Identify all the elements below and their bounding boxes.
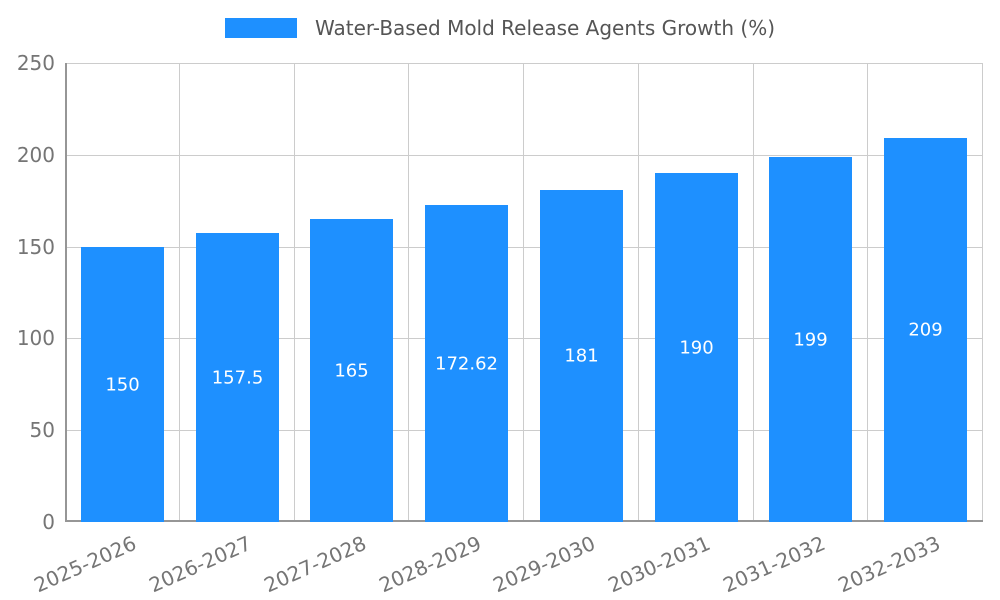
gridline-vertical xyxy=(638,63,639,522)
plot-area: 150 157.5 165 172.62 181 190 199 209 xyxy=(65,63,983,522)
bar: 157.5 xyxy=(196,233,279,522)
x-tick-label: 2030-2031 xyxy=(604,531,714,598)
bar-value-label: 190 xyxy=(679,337,714,358)
x-tick-label: 2026-2027 xyxy=(145,531,255,598)
y-tick-label: 250 xyxy=(16,51,55,75)
legend-swatch xyxy=(224,18,297,38)
gridline-vertical xyxy=(523,63,524,522)
x-tick-label: 2031-2032 xyxy=(719,531,829,598)
x-tick-label: 2025-2026 xyxy=(30,531,140,598)
gridline-horizontal xyxy=(65,246,983,248)
x-tick-label: 2032-2033 xyxy=(834,531,944,598)
legend: Water-Based Mold Release Agents Growth (… xyxy=(0,16,1000,40)
gridline-horizontal xyxy=(65,63,983,64)
bar: 172.62 xyxy=(425,205,508,522)
gridline-vertical xyxy=(179,63,180,522)
bar-value-label: 209 xyxy=(908,319,943,341)
y-axis-line xyxy=(65,63,67,522)
bar: 150 xyxy=(81,247,164,522)
bar: 199 xyxy=(769,157,852,522)
bar: 165 xyxy=(310,219,393,522)
bar-value-label: 172.62 xyxy=(435,353,498,374)
y-tick-label: 150 xyxy=(16,235,55,259)
bar: 209 xyxy=(884,138,967,522)
y-tick-label: 100 xyxy=(16,326,55,350)
gridline-vertical xyxy=(294,63,295,522)
bar: 181 xyxy=(540,190,623,522)
gridline-horizontal xyxy=(65,154,983,156)
gridline-vertical xyxy=(408,63,409,522)
gridline-vertical xyxy=(867,63,868,522)
bar-value-label: 181 xyxy=(564,345,599,367)
y-tick-label: 50 xyxy=(29,418,55,442)
gridline-vertical xyxy=(982,63,983,522)
legend-label: Water-Based Mold Release Agents Growth (… xyxy=(314,16,776,40)
x-axis-line xyxy=(65,520,983,522)
bar: 190 xyxy=(655,173,738,522)
gridline-vertical xyxy=(753,63,754,522)
bar-value-label: 199 xyxy=(793,329,828,350)
gridline-horizontal xyxy=(65,338,983,340)
y-tick-label: 0 xyxy=(42,510,55,534)
bar-value-label: 157.5 xyxy=(211,367,264,388)
x-tick-label: 2029-2030 xyxy=(489,531,599,598)
y-tick-label: 200 xyxy=(16,143,55,167)
bar-value-label: 165 xyxy=(334,360,369,381)
x-tick-label: 2027-2028 xyxy=(260,531,370,598)
gridline-horizontal xyxy=(65,430,983,432)
x-tick-label: 2028-2029 xyxy=(375,531,485,598)
bar-value-label: 150 xyxy=(105,374,140,395)
